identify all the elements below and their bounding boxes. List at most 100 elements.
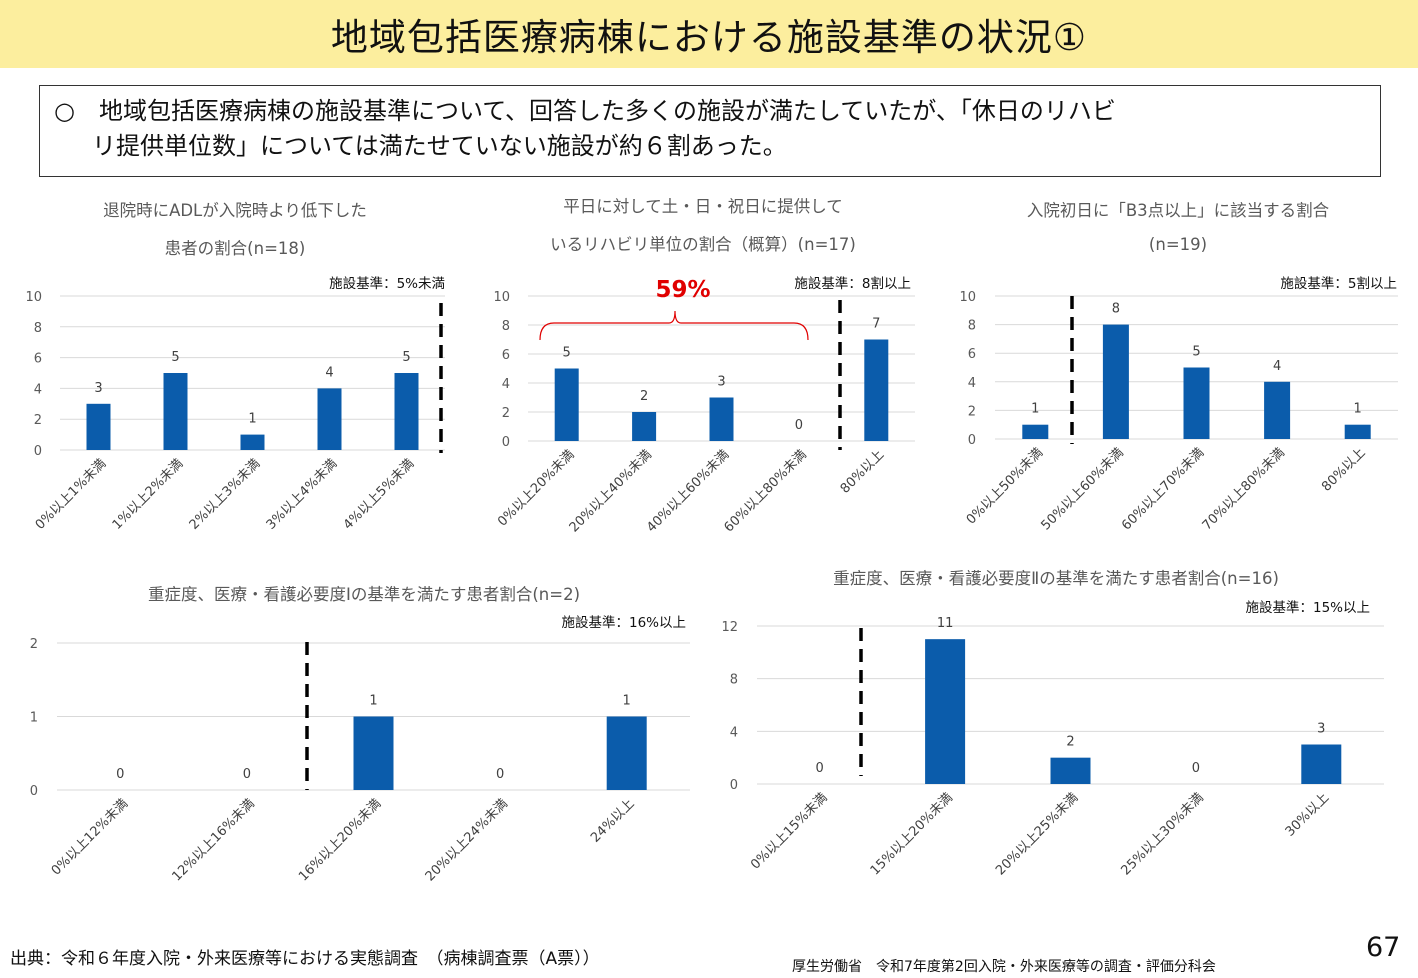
- y-tick-label: 2: [502, 406, 510, 421]
- y-tick-label: 4: [34, 382, 42, 397]
- y-tick-label: 0: [30, 784, 38, 799]
- category-label: 12%以上16%未満: [169, 796, 257, 884]
- data-label: 1: [1354, 402, 1362, 417]
- category-label: 20%以上24%未満: [423, 796, 511, 884]
- y-tick-label: 10: [959, 290, 976, 305]
- y-tick-label: 8: [34, 321, 42, 336]
- category-label: 4%以上5%未満: [341, 456, 418, 533]
- data-label: 2: [640, 389, 648, 404]
- y-tick-label: 0: [968, 433, 976, 448]
- y-tick-label: 8: [730, 673, 738, 688]
- bar: [864, 339, 889, 441]
- bar: [1022, 424, 1049, 439]
- category-label: 30%以上: [1283, 790, 1332, 839]
- data-label: 8: [1112, 302, 1120, 317]
- data-label: 7: [872, 317, 880, 332]
- y-tick-label: 10: [493, 290, 510, 305]
- y-tick-label: 4: [502, 377, 510, 392]
- data-label: 0: [496, 767, 504, 782]
- bar: [632, 412, 657, 441]
- bar: [1102, 324, 1129, 439]
- y-tick-label: 10: [25, 290, 42, 305]
- chart-title: 患者の割合(n=18): [165, 239, 306, 258]
- bar: [317, 388, 342, 450]
- category-label: 80%以上: [1319, 445, 1368, 494]
- bar: [240, 434, 265, 450]
- y-tick-label: 6: [34, 352, 42, 367]
- category-label: 25%以上30%未満: [1118, 790, 1206, 878]
- title-bar: 地域包括医療病棟における施設基準の状況①: [0, 0, 1418, 68]
- data-label: 2: [1066, 735, 1074, 750]
- chart-title: いるリハビリ単位の割合（概算）(n=17): [550, 235, 856, 254]
- annotation-label: 59%: [655, 277, 710, 303]
- data-label: 0: [816, 761, 824, 776]
- y-tick-label: 2: [968, 404, 976, 419]
- data-label: 5: [1192, 345, 1200, 360]
- bracket: [539, 310, 809, 341]
- bar: [394, 373, 419, 450]
- category-label: 3%以上4%未満: [264, 456, 341, 533]
- y-tick-label: 6: [968, 347, 976, 362]
- bar: [163, 373, 188, 450]
- bar: [353, 716, 394, 790]
- chart-title: 平日に対して土・日・祝日に提供して: [563, 197, 843, 216]
- data-label: 1: [248, 412, 256, 427]
- summary-line-2: リ提供単位数」については満たせていない施設が約６割あった。: [92, 132, 787, 160]
- page-number: 67: [1366, 932, 1401, 963]
- org-note: 厚生労働省 令和7年度第2回入院・外来医療等の調査・評価分科会: [792, 959, 1216, 975]
- bar: [1344, 424, 1371, 439]
- category-label: 60%以上70%未満: [1119, 445, 1207, 533]
- category-label: 0%以上50%未満: [964, 445, 1046, 527]
- category-label: 0%以上15%未満: [748, 790, 830, 872]
- data-label: 4: [325, 365, 333, 380]
- chart-title: (n=19): [1149, 235, 1207, 254]
- summary-box: ○ 地域包括医療病棟の施設基準について、回答した多くの施設が満たしていたが、「休…: [39, 85, 1381, 177]
- data-label: 3: [94, 381, 102, 396]
- category-label: 20%以上40%未満: [567, 447, 655, 535]
- chart-title: 重症度、医療・看護必要度Ⅱの基準を満たす患者割合(n=16): [833, 569, 1279, 588]
- data-label: 3: [1317, 722, 1325, 737]
- page-title: 地域包括医療病棟における施設基準の状況①: [330, 16, 1088, 59]
- bar: [606, 716, 647, 790]
- data-label: 1: [623, 694, 631, 709]
- data-label: 3: [717, 375, 725, 390]
- summary-line-1: ○ 地域包括医療病棟の施設基準について、回答した多くの施設が満たしていたが、「休…: [54, 97, 1116, 125]
- data-label: 11: [937, 616, 954, 631]
- standard-label: 施設基準：5%未満: [329, 275, 445, 292]
- category-label: 0%以上12%未満: [49, 796, 131, 878]
- data-label: 0: [116, 767, 124, 782]
- bar: [925, 639, 966, 784]
- data-label: 1: [369, 694, 377, 709]
- y-tick-label: 2: [34, 413, 42, 428]
- category-label: 60%以上80%未満: [721, 447, 809, 535]
- standard-label: 施設基準：5割以上: [1280, 275, 1397, 292]
- standard-label: 施設基準：16%以上: [561, 614, 686, 631]
- y-tick-label: 12: [721, 620, 738, 635]
- y-tick-label: 2: [30, 637, 38, 652]
- bar: [1301, 744, 1342, 784]
- chart-3: 入院初日に「B3点以上」に該当する割合 (n=19) 0 2 4 6 8 10 1 0%以上50%…: [959, 201, 1398, 533]
- category-label: 40%以上60%未満: [644, 447, 732, 535]
- data-label: 5: [171, 350, 179, 365]
- category-label: 0%以上20%未満: [495, 447, 577, 529]
- category-label: 0%以上1%未満: [33, 456, 110, 533]
- category-label: 16%以上20%未満: [296, 796, 384, 884]
- bar: [1264, 381, 1291, 439]
- y-tick-label: 0: [730, 778, 738, 793]
- data-label: 0: [795, 418, 803, 433]
- y-tick-label: 8: [502, 319, 510, 334]
- y-tick-label: 0: [502, 435, 510, 450]
- chart-title: 退院時にADLが入院時より低下した: [103, 201, 367, 220]
- bar: [1183, 367, 1210, 439]
- chart-5: 重症度、医療・看護必要度Ⅱの基準を満たす患者割合(n=16) 0 4 8 12 0 0%以上…: [721, 569, 1384, 878]
- y-tick-label: 0: [34, 444, 42, 459]
- category-label: 20%以上25%未満: [993, 790, 1081, 878]
- y-tick-label: 6: [502, 348, 510, 363]
- bar: [86, 403, 111, 450]
- y-tick-label: 4: [968, 376, 976, 391]
- category-label: 2%以上3%未満: [187, 456, 264, 533]
- bar: [1050, 757, 1091, 784]
